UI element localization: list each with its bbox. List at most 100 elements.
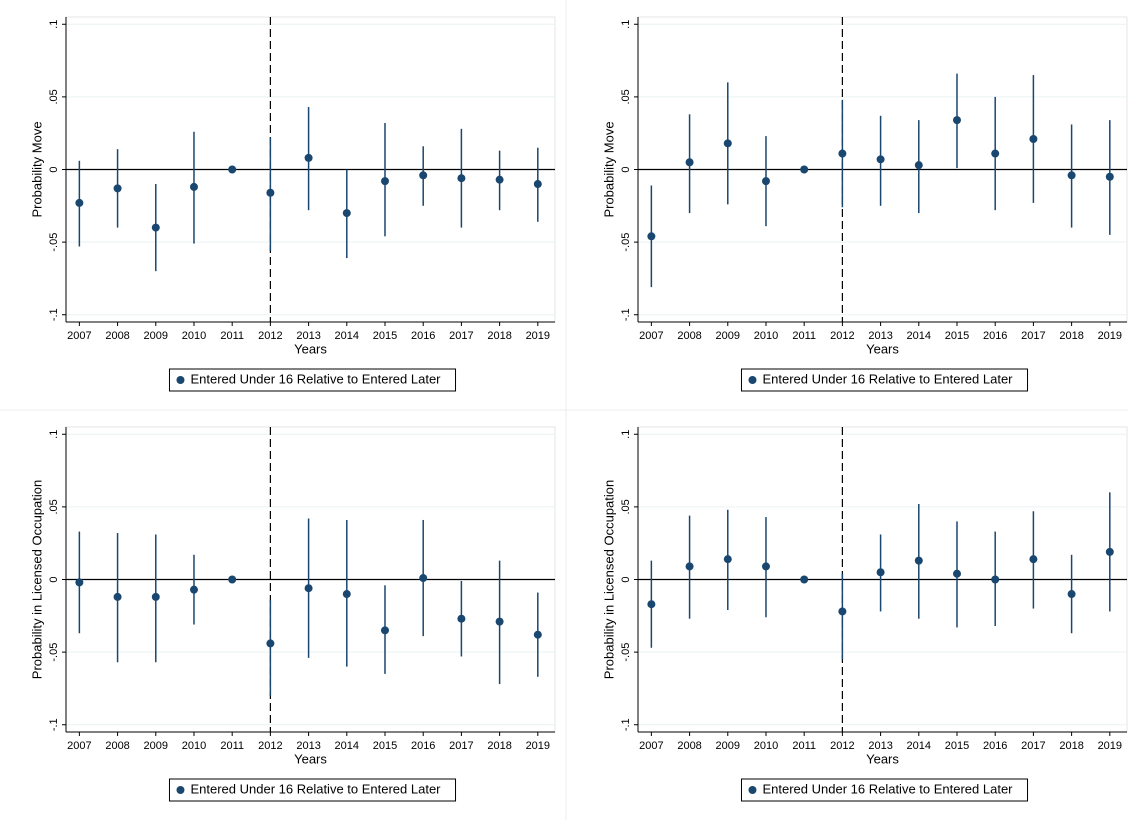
point (380, 177, 389, 186)
panel: -.1 -.05 0 .05 .1 2007 2008 2009 2010 2011 2012 201… (29, 16, 556, 392)
y-tick-label: 0 (48, 576, 60, 582)
y-tick-label: .05 (620, 89, 632, 104)
x-tick-label: 2017 (1021, 330, 1045, 342)
point (723, 139, 732, 148)
y-tick-label: .05 (48, 89, 60, 104)
y-tick-label: .05 (620, 499, 632, 514)
point (113, 184, 122, 193)
x-tick-label: 2009 (716, 740, 740, 752)
point (914, 556, 923, 565)
point (151, 592, 160, 601)
x-tick-label: 2008 (105, 330, 129, 342)
y-axis-title: Probability Move (29, 121, 44, 217)
point (151, 223, 160, 232)
y-axis-title: Probability in Licensed Occupation (601, 480, 616, 679)
x-tick-label: 2007 (639, 330, 663, 342)
x-tick-label: 2019 (1098, 740, 1122, 752)
point (952, 116, 961, 125)
x-axis-title: Years (866, 751, 899, 766)
point (495, 175, 504, 184)
point (533, 180, 542, 189)
legend-marker (748, 786, 757, 794)
point (800, 165, 809, 174)
point (266, 188, 275, 197)
point (761, 562, 770, 571)
legend-label: Entered Under 16 Relative to Entered Lat… (762, 371, 1013, 386)
x-tick-label: 2008 (677, 330, 701, 342)
x-tick-label: 2010 (182, 740, 206, 752)
x-tick-label: 2013 (868, 330, 892, 342)
point (685, 158, 694, 167)
y-tick-label: .1 (620, 20, 632, 29)
point (838, 149, 847, 158)
point (952, 569, 961, 578)
legend-label: Entered Under 16 Relative to Entered Lat… (762, 781, 1013, 796)
legend-label: Entered Under 16 Relative to Entered Lat… (190, 371, 441, 386)
legend: Entered Under 16 Relative to Entered Lat… (168, 778, 457, 802)
point (228, 165, 237, 174)
x-axis-title: Years (866, 341, 899, 356)
point (991, 149, 1000, 158)
x-tick-label: 2007 (639, 740, 663, 752)
point (800, 575, 809, 584)
y-tick-label: -.05 (48, 643, 60, 662)
legend: Entered Under 16 Relative to Entered Lat… (740, 778, 1029, 802)
x-tick-label: 2009 (716, 330, 740, 342)
x-axis-title: Years (294, 751, 327, 766)
x-tick-label: 2014 (335, 330, 359, 342)
y-tick-label: -.1 (48, 308, 60, 321)
y-tick-label: -.05 (620, 233, 632, 252)
x-tick-label: 2017 (1021, 740, 1045, 752)
y-tick-label: -.1 (48, 718, 60, 731)
x-tick-label: 2017 (449, 740, 473, 752)
point (228, 575, 237, 584)
x-tick-label: 2019 (526, 740, 550, 752)
point (647, 232, 656, 241)
y-tick-label: .1 (620, 430, 632, 439)
x-tick-label: 2010 (182, 330, 206, 342)
point (189, 585, 198, 594)
point (1105, 547, 1114, 556)
x-tick-label: 2015 (373, 330, 397, 342)
panel: -.1 -.05 0 .05 .1 2007 2008 2009 2010 2011 2012 201… (601, 426, 1128, 802)
x-tick-label: 2010 (754, 740, 778, 752)
x-tick-label: 2014 (907, 740, 931, 752)
x-tick-label: 2018 (487, 740, 511, 752)
y-tick-label: -.1 (620, 308, 632, 321)
point (189, 182, 198, 191)
x-tick-label: 2018 (487, 330, 511, 342)
x-tick-label: 2011 (792, 330, 816, 342)
y-axis-title: Probability Move (601, 121, 616, 217)
x-tick-label: 2011 (220, 740, 244, 752)
x-tick-label: 2014 (335, 740, 359, 752)
x-tick-label: 2018 (1059, 740, 1083, 752)
y-tick-label: .1 (48, 430, 60, 439)
point (1067, 590, 1076, 599)
point (1067, 171, 1076, 180)
point (495, 617, 504, 626)
point (113, 592, 122, 601)
x-tick-label: 2012 (830, 330, 854, 342)
legend-marker (176, 786, 185, 794)
x-tick-label: 2015 (945, 330, 969, 342)
x-tick-label: 2013 (868, 740, 892, 752)
x-tick-label: 2008 (677, 740, 701, 752)
point (1105, 172, 1114, 181)
legend: Entered Under 16 Relative to Entered Lat… (168, 368, 457, 392)
point (1029, 135, 1038, 143)
point (419, 171, 428, 180)
legend-label: Entered Under 16 Relative to Entered Lat… (190, 781, 441, 796)
x-tick-label: 2009 (144, 740, 168, 752)
x-tick-label: 2014 (907, 330, 931, 342)
x-tick-label: 2015 (373, 740, 397, 752)
y-tick-label: -.05 (620, 643, 632, 662)
point (723, 555, 732, 564)
x-tick-label: 2019 (1098, 330, 1122, 342)
x-tick-label: 2015 (945, 740, 969, 752)
legend-box (168, 778, 457, 802)
y-tick-label: 0 (48, 166, 60, 172)
y-tick-label: 0 (620, 576, 632, 582)
legend-marker (176, 376, 185, 384)
